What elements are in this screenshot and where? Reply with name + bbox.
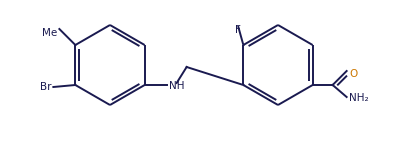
Text: F: F xyxy=(236,25,241,35)
Text: Br: Br xyxy=(40,82,51,92)
Text: O: O xyxy=(349,69,358,79)
Text: NH: NH xyxy=(169,81,184,91)
Text: Me: Me xyxy=(42,28,57,38)
Text: NH₂: NH₂ xyxy=(349,93,368,103)
